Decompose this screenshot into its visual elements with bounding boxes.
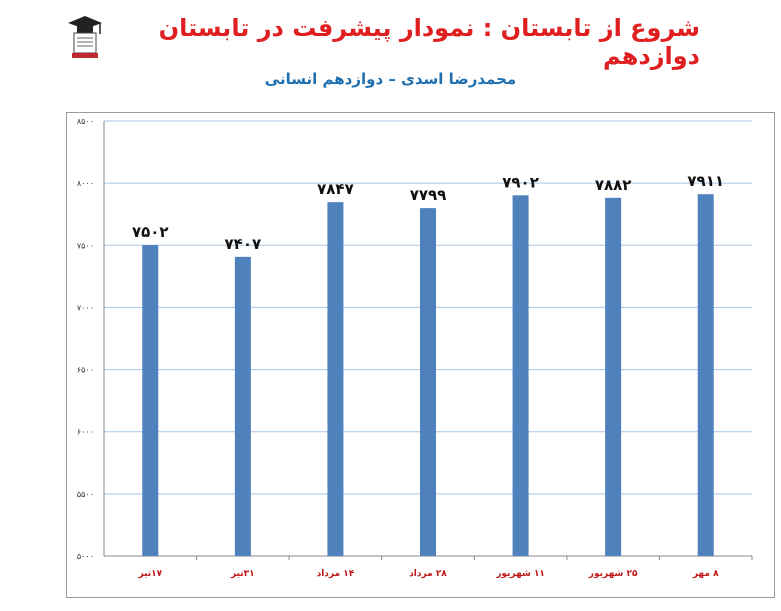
data-label: ۷۸۴۷ xyxy=(317,180,354,198)
bar xyxy=(605,197,622,556)
bar xyxy=(512,195,529,556)
x-tick-label: ۱۱ شهریور xyxy=(495,569,545,579)
y-tick-label: ۷۰۰۰ xyxy=(77,303,94,312)
data-label: ۷۴۰۷ xyxy=(225,235,262,253)
graduate-logo-icon xyxy=(66,14,104,60)
x-tick-label: ۲۵ شهریور xyxy=(588,569,638,579)
x-tick-label: ۳۱تیر xyxy=(230,569,255,579)
y-tick-label: ۵۵۰۰ xyxy=(77,490,94,499)
y-tick-label: ۸۵۰۰ xyxy=(77,117,94,126)
y-tick-label: ۵۰۰۰ xyxy=(77,552,94,561)
y-tick-label: ۶۰۰۰ xyxy=(77,428,94,437)
page-subtitle: محمدرضا اسدی – دوازدهم انسانی xyxy=(264,70,517,88)
data-label: ۷۷۹۹ xyxy=(410,186,447,204)
bar xyxy=(327,202,344,556)
x-tick-label: ۱۴ مرداد xyxy=(317,569,355,579)
data-label: ۷۹۱۱ xyxy=(687,172,724,190)
bar xyxy=(420,208,436,557)
y-tick-label: ۶۵۰۰ xyxy=(77,366,94,375)
data-label: ۷۹۰۲ xyxy=(502,173,539,191)
y-tick-label: ۷۵۰۰ xyxy=(77,241,94,250)
x-tick-label: ۸ مهر xyxy=(692,569,719,579)
bar xyxy=(697,194,714,556)
x-tick-label: ۲۸ مرداد xyxy=(409,569,447,579)
page-title: شروع از تابستان : نمودار پیشرفت در تابست… xyxy=(158,14,700,70)
y-tick-label: ۸۰۰۰ xyxy=(77,179,94,188)
bar xyxy=(234,256,251,556)
x-tick-label: ۱۷تیر xyxy=(137,569,162,579)
bar xyxy=(142,245,159,556)
data-label: ۷۵۰۲ xyxy=(132,223,169,241)
data-label: ۷۸۸۲ xyxy=(595,176,632,194)
